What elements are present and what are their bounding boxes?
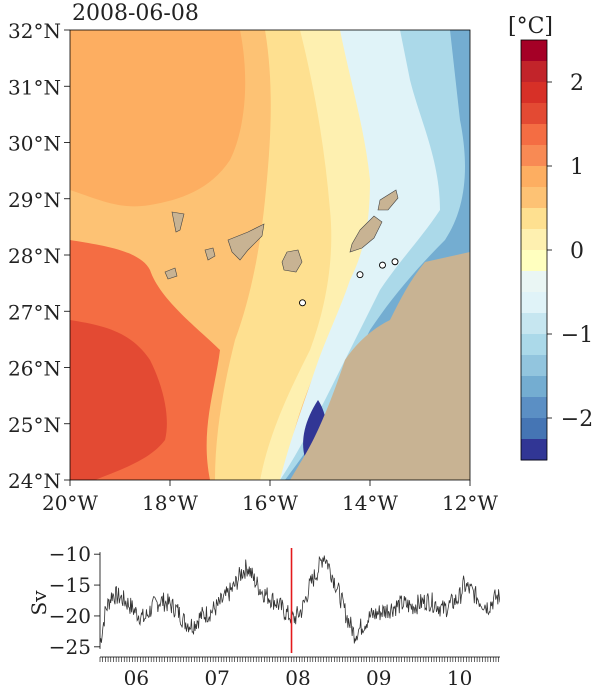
island-la-gomera	[204, 247, 216, 261]
colorbar-cell	[521, 292, 547, 314]
island-gran-canaria	[281, 249, 303, 273]
ts-xtick-label: 10	[447, 666, 472, 685]
island-la-palma	[171, 211, 185, 233]
colorbar-cell	[521, 250, 547, 272]
ts-axes: −10 −15 −20 −25 06 07 08 09 10	[49, 542, 500, 685]
sst-zone-cream	[260, 30, 375, 480]
colorbar-cell	[521, 124, 547, 146]
colorbar-cell	[521, 187, 547, 209]
station-markers	[299, 258, 399, 307]
ts-ytick-label: −10	[49, 542, 91, 566]
lon-tick-label: 16°W	[242, 491, 298, 515]
lat-tick-label: 30°N	[8, 132, 61, 156]
ts-ytick-label: −25	[49, 635, 91, 659]
date-label: 2008-06-08	[72, 1, 199, 26]
lon-tick-label: 20°W	[42, 491, 98, 515]
colorbar-cell	[521, 418, 547, 440]
colorbar-unit-label: [°C]	[508, 14, 553, 39]
colorbar-cell	[521, 376, 547, 398]
island-tenerife	[227, 223, 265, 261]
ts-xtick-label: 07	[204, 666, 229, 685]
colorbar-cell	[521, 439, 547, 461]
sst-zone-pale-yellow	[215, 30, 345, 480]
colorbar: [°C] 2 1 0 −1 −2	[508, 14, 592, 461]
lat-tick-label: 25°N	[8, 413, 61, 437]
lat-tick-label: 31°N	[8, 75, 61, 99]
ts-series-line	[100, 555, 500, 644]
lat-tick-label: 32°N	[8, 19, 61, 43]
station-marker	[379, 261, 386, 269]
lon-tick-label: 14°W	[342, 491, 398, 515]
lat-tick-label: 29°N	[8, 188, 61, 212]
station-marker	[356, 271, 364, 279]
lon-tick-label: 18°W	[142, 491, 198, 515]
colorbar-cell	[521, 82, 547, 104]
colorbar-tick-label: −2	[561, 407, 592, 432]
colorbar-tick-label: 2	[570, 71, 584, 96]
lat-tick-label: 27°N	[8, 300, 61, 324]
lat-tick-label: 26°N	[8, 357, 61, 381]
lon-tick-label: 12°W	[442, 491, 498, 515]
colorbar-cell	[521, 208, 547, 230]
colorbar-cells	[521, 40, 547, 461]
colorbar-cell	[521, 103, 547, 125]
station-marker	[391, 258, 399, 266]
sst-map: 32°N 31°N 30°N 29°N 28°N 27°N 26°N 25°N 24°N20°W…	[8, 1, 498, 515]
sst-zone-amber-north	[70, 30, 246, 207]
colorbar-tick-label: −1	[561, 323, 592, 348]
island-el-hierro	[164, 267, 178, 280]
colorbar-cell	[521, 61, 547, 83]
map-ticks: 32°N 31°N 30°N 29°N 28°N 27°N 26°N 25°N 24°N20°W…	[8, 19, 498, 515]
colorbar-cell	[521, 334, 547, 356]
colorbar-tick-label: 1	[570, 155, 584, 180]
lat-tick-label: 28°N	[8, 244, 61, 268]
colorbar-cell	[521, 313, 547, 335]
ts-ytick-label: −15	[49, 573, 91, 597]
colorbar-cell	[521, 355, 547, 377]
station-marker	[299, 299, 306, 307]
colorbar-cell	[521, 166, 547, 188]
colorbar-cell	[521, 229, 547, 251]
ts-xtick-label: 09	[366, 666, 391, 685]
transport-timeseries: Sv −10 −15 −20 −25 06 07 08 09 10	[27, 542, 500, 685]
colorbar-cell	[521, 271, 547, 293]
ts-xtick-label: 06	[124, 666, 149, 685]
africa-coast	[290, 252, 470, 480]
colorbar-ticks: 2 1 0 −1 −2	[547, 71, 592, 432]
lat-tick-label: 24°N	[8, 469, 61, 493]
colorbar-tick-label: 0	[570, 239, 584, 264]
island-lanzarote	[377, 189, 399, 211]
ts-ytick-label: −20	[49, 604, 91, 628]
colorbar-cell	[521, 397, 547, 419]
colorbar-cell	[521, 145, 547, 167]
colorbar-cell	[521, 40, 547, 62]
island-fuerteventura	[349, 215, 383, 253]
ts-xtick-label: 08	[285, 666, 310, 685]
sst-zone-hot-core	[70, 320, 167, 480]
ts-ylabel: Sv	[27, 590, 51, 616]
